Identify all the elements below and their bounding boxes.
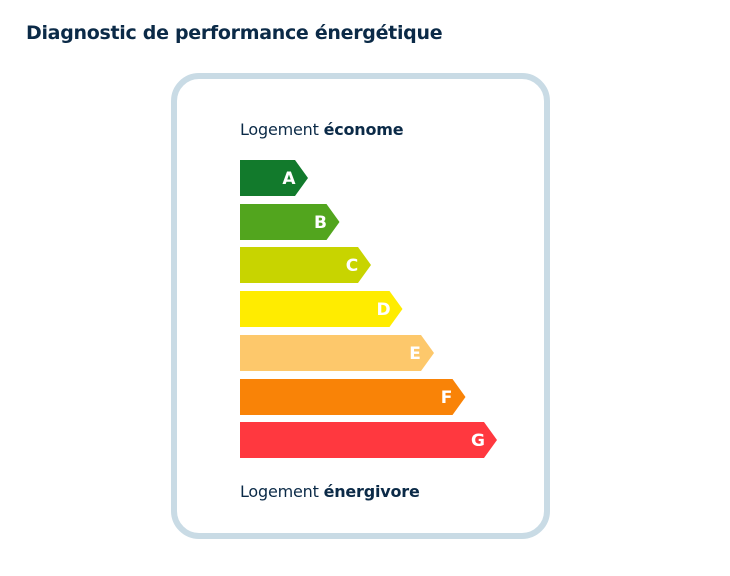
energy-class-letter: F xyxy=(441,388,453,408)
energy-class-a: A xyxy=(240,160,308,196)
energy-class-letter: C xyxy=(346,256,358,276)
energy-class-g: G xyxy=(240,422,497,459)
label-econome: Logement économe xyxy=(240,120,404,139)
energy-class-arrow: C xyxy=(240,247,371,284)
energy-class-arrow: A xyxy=(240,160,308,196)
energy-class-letter: E xyxy=(409,344,421,364)
page-title: Diagnostic de performance énergétique xyxy=(26,22,443,44)
energy-class-arrow: G xyxy=(240,422,497,459)
energy-class-arrow: F xyxy=(240,378,466,415)
energy-class-letter: B xyxy=(314,213,327,233)
label-energivore: Logement énergivore xyxy=(240,482,420,501)
energy-class-b: B xyxy=(240,203,340,240)
energy-class-shape xyxy=(240,378,466,415)
label-econome-prefix: Logement xyxy=(240,120,324,139)
energy-class-shape xyxy=(240,422,497,459)
energy-class-e: E xyxy=(240,334,434,371)
energy-class-shape xyxy=(240,334,434,371)
energy-class-shape xyxy=(240,160,308,196)
energy-class-f: F xyxy=(240,378,466,415)
energy-class-shape xyxy=(240,203,340,240)
energy-class-letter: D xyxy=(376,300,390,320)
label-energivore-prefix: Logement xyxy=(240,482,324,501)
energy-class-shape xyxy=(240,247,371,284)
energy-class-letter: G xyxy=(471,431,485,451)
energy-class-arrow: B xyxy=(240,203,340,240)
energy-scale: A B C D E F G xyxy=(240,160,540,460)
energy-class-arrow: E xyxy=(240,334,434,371)
label-energivore-strong: énergivore xyxy=(323,482,420,501)
energy-class-shape xyxy=(240,291,403,328)
energy-class-d: D xyxy=(240,291,403,328)
energy-class-c: C xyxy=(240,247,371,284)
energy-class-letter: A xyxy=(282,169,296,189)
label-econome-strong: économe xyxy=(323,120,404,139)
energy-class-arrow: D xyxy=(240,291,403,328)
